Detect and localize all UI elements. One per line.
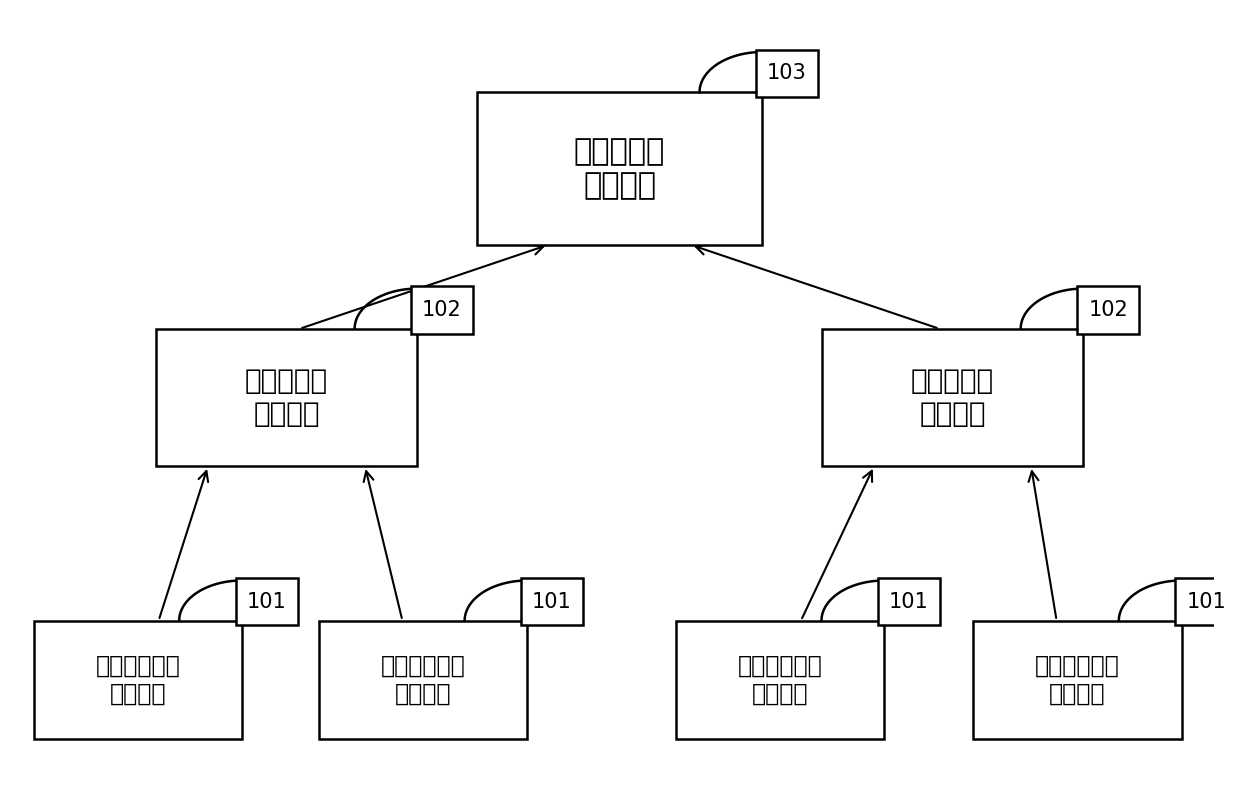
Bar [974,621,1182,739]
Text: 动态血糖监
测工作站: 动态血糖监 测工作站 [911,367,994,428]
Bar [676,621,885,739]
Bar [320,621,528,739]
Text: 实时动态血糖
监护装置: 实时动态血糖 监护装置 [737,654,823,706]
Text: 实时动态血糖
监护装置: 实时动态血糖 监护装置 [95,654,180,706]
Bar [756,49,818,97]
Bar [1176,578,1238,626]
Text: 102: 102 [422,300,462,320]
Bar [1077,286,1139,334]
Text: 103: 103 [767,64,807,83]
Text: 动态血糖监
测工作站: 动态血糖监 测工作站 [245,367,328,428]
Text: 实时动态血糖
监护装置: 实时动态血糖 监护装置 [1035,654,1120,706]
Bar [821,329,1083,466]
Bar [411,286,473,334]
Text: 102: 102 [1088,300,1127,320]
Text: 101: 101 [1187,591,1227,612]
Text: 实时动态血糖
监护装置: 实时动态血糖 监护装置 [380,654,466,706]
Text: 101: 101 [247,591,286,612]
Bar [235,578,297,626]
Bar [33,621,242,739]
Bar [477,92,762,245]
Bar [878,578,940,626]
Text: 101: 101 [533,591,572,612]
Text: 血糖智能分
析服务器: 血糖智能分 析服务器 [574,138,665,200]
Text: 101: 101 [890,591,929,612]
Bar [522,578,584,626]
Bar [156,329,418,466]
